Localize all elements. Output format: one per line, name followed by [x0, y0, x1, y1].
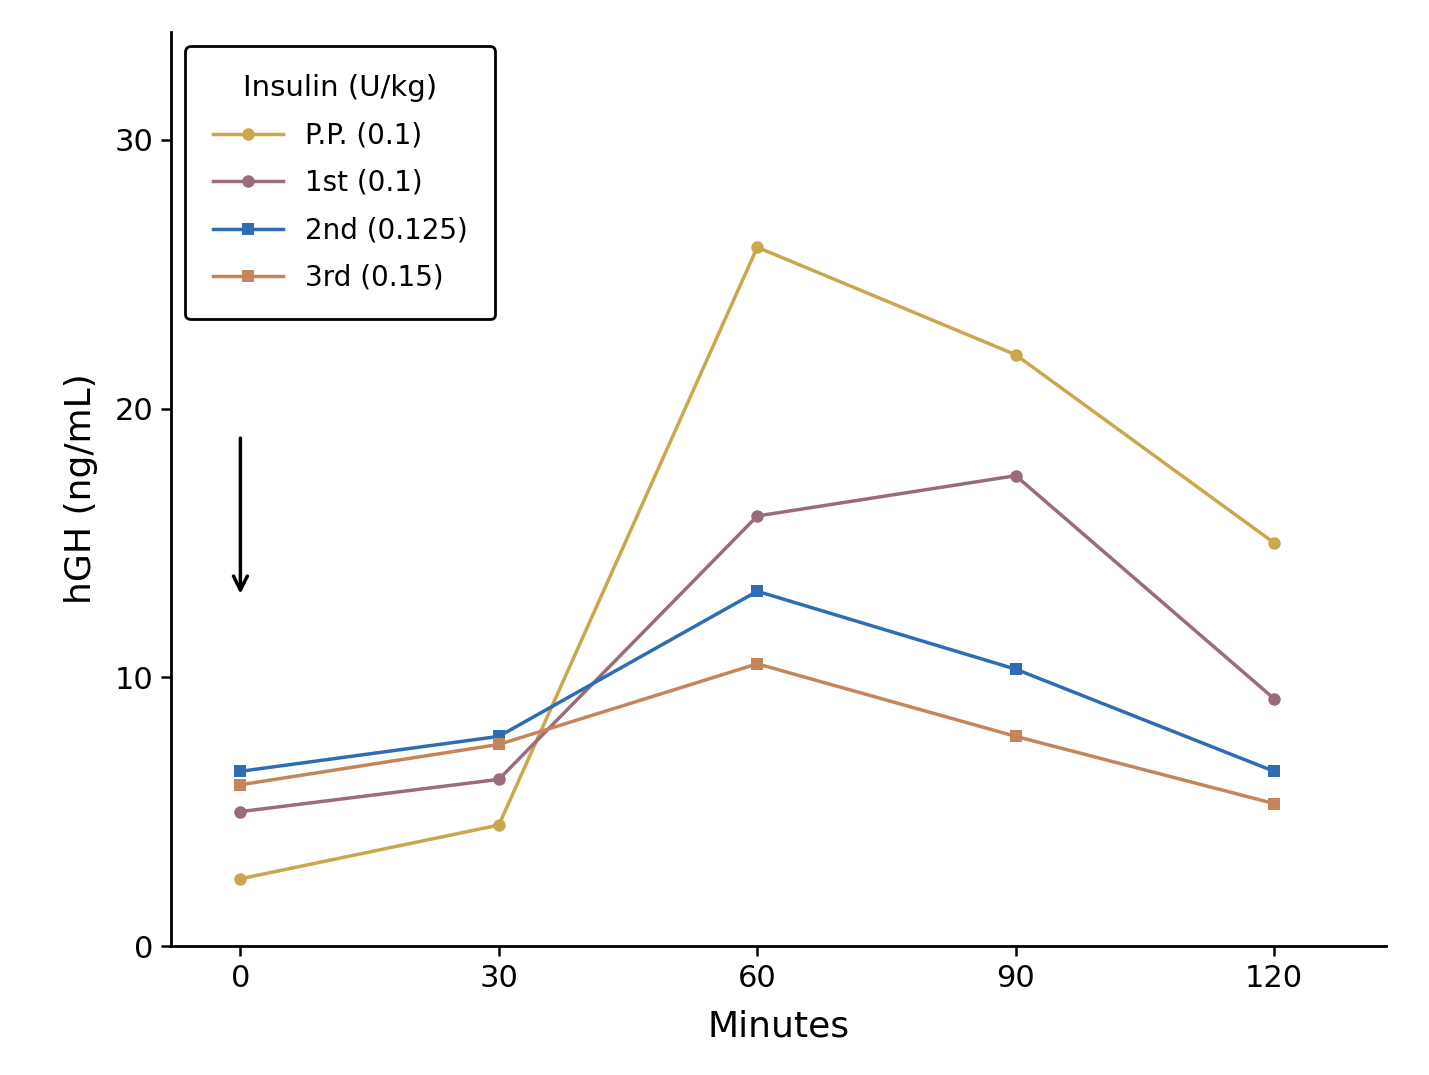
2nd (0.125) [1007, 662, 1025, 676]
P.P. (0.1) [1266, 536, 1283, 549]
2nd (0.125) [231, 765, 249, 778]
1st (0.1) [231, 805, 249, 818]
3rd (0.15) [231, 778, 249, 791]
P.P. (0.1) [490, 819, 507, 832]
Line: P.P. (0.1): P.P. (0.1) [234, 241, 1280, 885]
1st (0.1) [1007, 469, 1025, 482]
2nd (0.125) [1266, 765, 1283, 778]
Line: 2nd (0.125): 2nd (0.125) [234, 585, 1280, 777]
Line: 3rd (0.15): 3rd (0.15) [234, 658, 1280, 809]
2nd (0.125) [749, 585, 766, 598]
3rd (0.15) [1007, 730, 1025, 743]
Legend: P.P. (0.1), 1st (0.1), 2nd (0.125), 3rd (0.15): P.P. (0.1), 1st (0.1), 2nd (0.125), 3rd … [186, 46, 496, 319]
Line: 1st (0.1): 1st (0.1) [234, 470, 1280, 818]
2nd (0.125) [490, 730, 507, 743]
3rd (0.15) [1266, 798, 1283, 811]
P.P. (0.1) [749, 241, 766, 254]
1st (0.1) [490, 773, 507, 786]
3rd (0.15) [490, 737, 507, 750]
1st (0.1) [749, 510, 766, 522]
Y-axis label: hGH (ng/mL): hGH (ng/mL) [64, 374, 97, 604]
3rd (0.15) [749, 657, 766, 671]
X-axis label: Minutes: Minutes [707, 1009, 850, 1044]
P.P. (0.1) [1007, 348, 1025, 361]
P.P. (0.1) [231, 873, 249, 886]
1st (0.1) [1266, 692, 1283, 705]
